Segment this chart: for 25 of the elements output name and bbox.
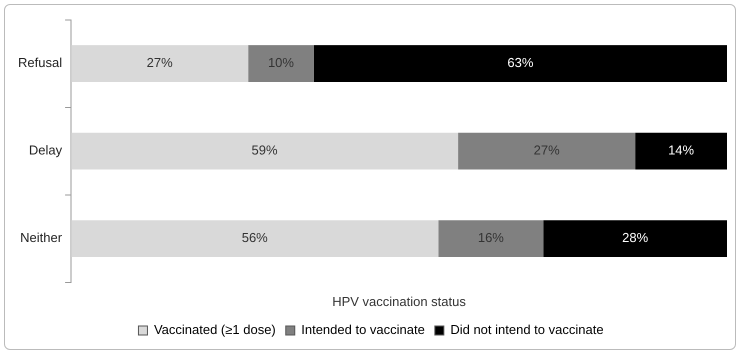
- bar: [635, 132, 727, 170]
- data-label: 16%: [478, 230, 504, 246]
- bar: [458, 132, 636, 170]
- data-label: 14%: [668, 142, 695, 158]
- bar: [71, 220, 438, 258]
- data-label: 56%: [242, 230, 268, 246]
- y-tick-label: Neither: [20, 230, 63, 246]
- legend-label: Did not intend to vaccinate: [450, 322, 604, 338]
- y-tick-label: Delay: [28, 142, 63, 158]
- bar: [71, 45, 248, 82]
- bar: [543, 220, 727, 258]
- data-label: 27%: [146, 55, 174, 70]
- data-label: 10%: [268, 55, 294, 70]
- bar: [248, 45, 314, 82]
- bar: [314, 45, 727, 82]
- legend-label: Intended to vaccinate: [301, 322, 425, 338]
- data-label: 63%: [507, 55, 534, 70]
- legend-label: Vaccinated (≥1 dose): [154, 322, 276, 338]
- data-label: 27%: [534, 142, 560, 158]
- bar: [438, 220, 544, 258]
- data-label: 28%: [622, 230, 649, 246]
- data-label: 59%: [252, 142, 278, 158]
- y-tick-label: Refusal: [18, 55, 62, 70]
- x-axis-title: HPV vaccination status: [332, 294, 466, 309]
- bar: [71, 132, 458, 170]
